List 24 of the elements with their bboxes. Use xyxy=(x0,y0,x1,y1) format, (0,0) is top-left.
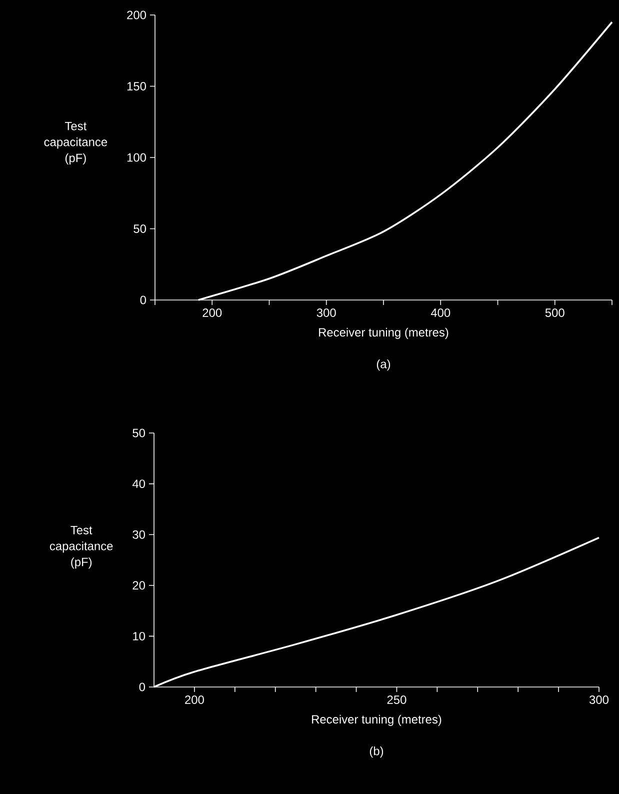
x-tick-label: 200 xyxy=(185,696,204,704)
y-tick-label: 200 xyxy=(127,10,146,20)
y-tick-label: 20 xyxy=(132,581,146,590)
y-tick-label: 10 xyxy=(133,632,146,640)
y-axis-title: Test capacitance (pF) xyxy=(50,526,113,569)
y-tick-label: 50 xyxy=(132,428,146,438)
y-tick-label: 50 xyxy=(134,224,146,233)
x-tick-label: 300 xyxy=(589,696,609,704)
y-tick-label: 0 xyxy=(140,296,146,304)
y-tick-label: 150 xyxy=(127,82,146,90)
x-axis-title: Receiver tuning (metres) xyxy=(319,328,448,339)
x-tick-label: 250 xyxy=(387,696,406,704)
text: (a) xyxy=(376,360,390,371)
x-tick-label: 200 xyxy=(202,308,222,317)
text: (b) xyxy=(370,746,384,758)
y-tick-label: 0 xyxy=(139,682,146,692)
y-tick-label: 30 xyxy=(132,530,146,539)
x-tick-label: 300 xyxy=(316,308,336,317)
x-tick-label: 400 xyxy=(430,308,450,317)
x-tick-label: 500 xyxy=(545,308,564,317)
x-axis-title: Receiver tuning (metres) xyxy=(312,714,442,726)
y-axis-title: Test capacitance (pF) xyxy=(44,122,108,165)
y-tick-label: 100 xyxy=(127,153,146,162)
y-tick-label: 40 xyxy=(132,480,146,488)
